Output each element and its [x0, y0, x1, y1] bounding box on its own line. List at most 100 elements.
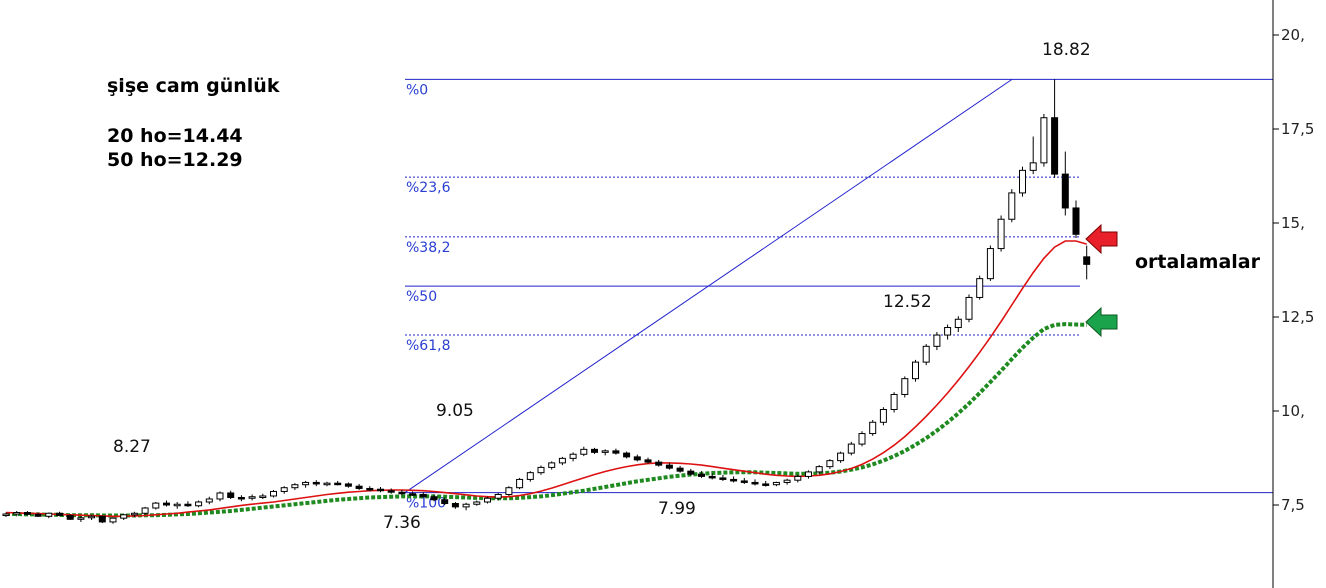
candle-body: [130, 512, 138, 516]
candle: [805, 470, 812, 479]
candle: [772, 481, 780, 487]
candle-body: [152, 502, 160, 509]
candle-body: [77, 517, 85, 520]
candle-body: [259, 495, 267, 498]
candle-body: [623, 452, 631, 458]
candle: [890, 392, 898, 413]
candle-body: [473, 501, 481, 505]
candle-body: [580, 448, 588, 455]
candle: [270, 489, 277, 498]
candle-body: [783, 479, 791, 483]
candle-body: [676, 467, 684, 472]
candle-body: [655, 461, 663, 466]
candle: [141, 506, 149, 515]
y-tick-label: 10,: [1281, 402, 1305, 420]
candle: [847, 441, 855, 456]
candle: [644, 457, 652, 464]
candle: [366, 486, 374, 492]
candle-body: [805, 471, 812, 477]
candle-body: [377, 488, 384, 492]
candle: [291, 483, 299, 490]
candle: [451, 501, 459, 509]
ma50-series: [6, 322, 1087, 518]
candle-body: [740, 480, 748, 483]
candle-body: [569, 453, 577, 459]
candle: [580, 446, 588, 457]
candle: [1051, 79, 1059, 178]
candle: [537, 465, 545, 475]
candle: [302, 480, 310, 488]
candle: [419, 492, 427, 498]
candle-body: [558, 457, 566, 464]
candle: [516, 477, 524, 490]
candle: [612, 448, 620, 455]
candle-body: [1072, 207, 1080, 235]
candle: [473, 500, 481, 506]
candle-body: [216, 492, 224, 500]
candle: [195, 500, 203, 508]
candle: [98, 515, 106, 524]
candle-body: [730, 478, 738, 482]
candle-body: [751, 481, 759, 485]
candle-body: [901, 378, 909, 395]
candle-body: [227, 492, 235, 498]
y-tick-label: 20,: [1281, 26, 1305, 44]
candle: [655, 459, 663, 467]
candle-body: [419, 493, 427, 498]
candle: [130, 511, 138, 518]
y-tick-label: 15,: [1281, 214, 1305, 232]
candle: [1083, 245, 1091, 280]
candle: [762, 480, 770, 487]
candle: [505, 486, 513, 496]
candle-body: [976, 278, 984, 298]
candle: [933, 332, 941, 351]
candle-body: [109, 517, 117, 523]
candle: [687, 468, 695, 476]
candle-body: [772, 481, 780, 486]
candle: [484, 496, 491, 504]
candle-body: [665, 464, 673, 469]
candle-body: [163, 502, 170, 506]
candle-body: [398, 491, 406, 495]
candle-body: [612, 450, 620, 454]
candle-body: [184, 503, 192, 507]
candle-body: [505, 487, 513, 495]
candle-body: [195, 501, 203, 507]
candle: [344, 482, 352, 488]
candle-body: [1029, 162, 1037, 171]
candle-body: [633, 456, 641, 461]
candle-body: [537, 466, 545, 474]
ma20-line: [5, 240, 1087, 518]
price-label-799: 7.99: [658, 499, 696, 519]
candle-body: [997, 218, 1005, 250]
candle-body: [355, 485, 363, 489]
candle: [623, 451, 631, 459]
candle-body: [548, 462, 556, 468]
y-tick-label: 17,5: [1281, 120, 1314, 138]
candle: [259, 493, 267, 499]
candle-body: [430, 496, 438, 501]
candle-body: [334, 482, 342, 486]
candle: [1029, 136, 1037, 175]
candle: [901, 376, 909, 398]
candle-body: [954, 318, 962, 329]
candle-body: [1051, 117, 1059, 175]
price-label-905: 9.05: [436, 401, 474, 421]
candle-body: [484, 497, 491, 503]
candle-body: [762, 483, 770, 486]
candle: [1061, 151, 1069, 216]
candle: [152, 501, 160, 510]
candle: [184, 501, 192, 507]
candle-body: [815, 466, 823, 473]
candle: [1019, 166, 1026, 197]
candle: [56, 511, 63, 517]
candle: [837, 451, 845, 463]
candle: [409, 491, 417, 496]
candle-body: [248, 496, 256, 499]
candle: [751, 479, 759, 486]
candle-body: [601, 450, 609, 453]
candle-body: [1008, 192, 1016, 220]
candle-body: [205, 498, 213, 503]
candle-body: [2, 513, 10, 517]
candle: [120, 514, 128, 521]
